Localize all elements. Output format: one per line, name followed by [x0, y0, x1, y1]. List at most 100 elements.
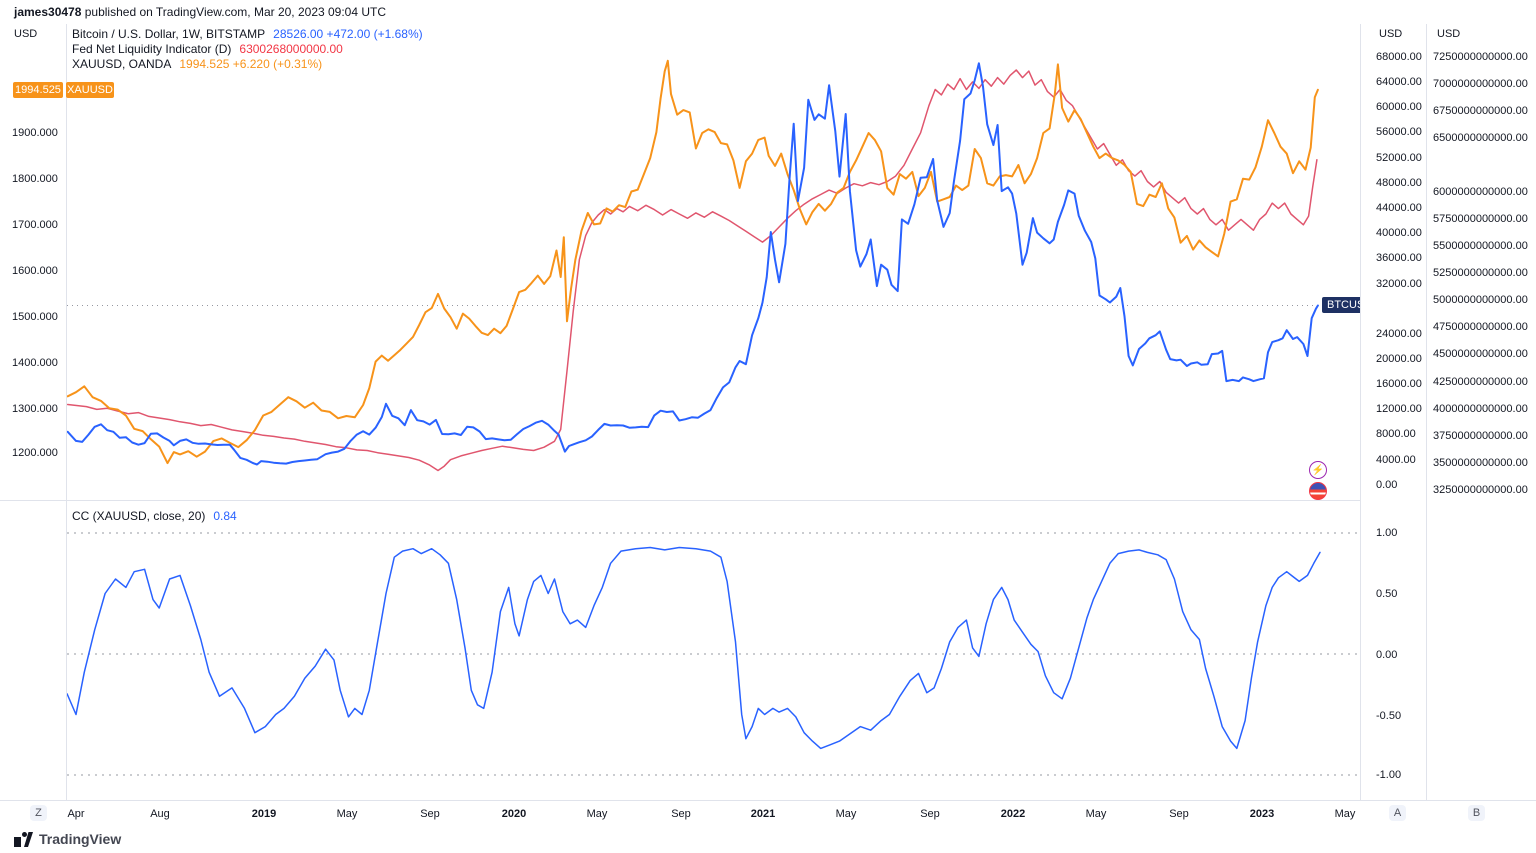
- legend-title-xauusd: XAUUSD, OANDA: [72, 57, 172, 71]
- tick-label: 1400.000: [12, 357, 58, 369]
- publish-header: james30478 published on TradingView.com,…: [0, 0, 1536, 24]
- footer: TradingView: [0, 826, 1536, 853]
- xau-symbol-badge: XAUUSD: [66, 82, 114, 98]
- tick-label: 2019: [251, 808, 277, 820]
- tick-label: 6750000000000.00: [1433, 105, 1528, 117]
- tick-label: 2020: [501, 808, 527, 820]
- left-price-scale[interactable]: USD 1900.000 1800.000 1700.000 1600.000 1500…: [0, 24, 67, 800]
- tick-label: 20000.00: [1376, 353, 1422, 365]
- tick-label: 6000000000000.00: [1433, 186, 1528, 198]
- tick-label: 1.00: [1376, 527, 1398, 539]
- tick-label: Sep: [920, 808, 940, 820]
- cc-indicator-legend[interactable]: CC (XAUUSD, close, 20) 0.84: [72, 509, 237, 524]
- tick-label: Sep: [1169, 808, 1189, 820]
- tick-label: 32000.00: [1376, 278, 1422, 290]
- tick-label: 1200.000: [12, 447, 58, 459]
- btc-scale-currency: USD: [1379, 28, 1403, 40]
- tick-label: 4750000000000.00: [1433, 321, 1528, 333]
- tick-label: 2021: [750, 808, 776, 820]
- xau-price-badge: 1994.525: [13, 82, 63, 98]
- tick-label: 44000.00: [1376, 202, 1422, 214]
- tick-label: 4000.00: [1376, 454, 1416, 466]
- tick-label: 1900.000: [12, 127, 58, 139]
- tick-label: 12000.00: [1376, 403, 1422, 415]
- tick-label: 60000.00: [1376, 101, 1422, 113]
- series-BTCUSD: [67, 62, 1319, 466]
- tick-label: 1500.000: [12, 311, 58, 323]
- cc-panel-svg: [67, 532, 1360, 776]
- tick-label: 0.50: [1376, 588, 1398, 600]
- tick-label: 0.00: [1376, 649, 1398, 661]
- tradingview-logo-icon: [14, 831, 33, 847]
- series-CC: [67, 546, 1321, 750]
- series-XAUUSD: [67, 59, 1319, 465]
- legend-title-fed: Fed Net Liquidity Indicator (D): [72, 42, 232, 56]
- publisher-username: james30478: [14, 5, 82, 19]
- left-scale-ticks: 1900.000 1800.000 1700.000 1600.000 1500.000…: [0, 24, 66, 800]
- tick-label: May: [1334, 808, 1356, 820]
- tick-label: 36000.00: [1376, 252, 1422, 264]
- tick-label: 24000.00: [1376, 328, 1422, 340]
- tick-label: 5500000000000.00: [1433, 240, 1528, 252]
- tick-label: 48000.00: [1376, 177, 1422, 189]
- cc-legend-title: CC (XAUUSD, close, 20): [72, 509, 206, 523]
- scale-a-button[interactable]: A: [1389, 805, 1406, 821]
- tick-label: -1.00: [1376, 769, 1402, 781]
- tick-label: 2022: [1000, 808, 1026, 820]
- panel-separator[interactable]: [0, 500, 1536, 501]
- tick-label: Sep: [671, 808, 691, 820]
- chart-plot-area[interactable]: [67, 24, 1360, 800]
- series-FED_NET_LIQUIDITY: [67, 69, 1318, 472]
- tick-label: 40000.00: [1376, 227, 1422, 239]
- tick-label: May: [1085, 808, 1107, 820]
- legend-value-xauusd: 1994.525 +6.220 (+0.31%): [179, 57, 323, 71]
- main-panel-svg: [67, 59, 1360, 472]
- legend-title-btcusd: Bitcoin / U.S. Dollar, 1W, BITSTAMP: [72, 27, 266, 41]
- btc-price-scale[interactable]: USD 68000.00 64000.00 60000.00 56000.00 5200…: [1360, 24, 1427, 800]
- tick-label: 56000.00: [1376, 126, 1422, 138]
- tick-label: 7250000000000.00: [1433, 51, 1528, 63]
- tick-label: Sep: [420, 808, 440, 820]
- legend-row-fed[interactable]: Fed Net Liquidity Indicator (D) 630026800…: [72, 42, 423, 57]
- brand-name: TradingView: [39, 831, 122, 847]
- tick-label: 64000.00: [1376, 76, 1422, 88]
- timezone-button[interactable]: Z: [30, 805, 47, 821]
- tick-label: 8000.00: [1376, 428, 1416, 440]
- tick-label: 4000000000000.00: [1433, 403, 1528, 415]
- flag-icon[interactable]: [1309, 482, 1327, 500]
- tick-label: 5000000000000.00: [1433, 294, 1528, 306]
- time-axis-labels: Apr Aug 2019 May Sep 2020 May Sep 2021 May Sep 2022…: [0, 801, 1536, 826]
- legend-value-btcusd: 28526.00 +472.00 (+1.68%): [273, 27, 423, 41]
- tick-label: 3500000000000.00: [1433, 457, 1528, 469]
- scale-b-button[interactable]: B: [1468, 805, 1485, 821]
- time-axis[interactable]: Z Apr Aug 2019 May Sep 2020 May Sep 2021 May Sep 20…: [0, 800, 1536, 826]
- tick-label: -0.50: [1376, 710, 1402, 722]
- tick-label: 52000.00: [1376, 152, 1422, 164]
- tick-label: 3250000000000.00: [1433, 484, 1528, 496]
- lightning-icon[interactable]: ⚡: [1309, 461, 1327, 479]
- main-legend: Bitcoin / U.S. Dollar, 1W, BITSTAMP 28526…: [72, 27, 423, 72]
- tick-label: 0.00: [1376, 479, 1398, 491]
- tick-label: 4250000000000.00: [1433, 376, 1528, 388]
- tick-label: 7000000000000.00: [1433, 78, 1528, 90]
- tick-label: 6500000000000.00: [1433, 132, 1528, 144]
- tick-label: 68000.00: [1376, 51, 1422, 63]
- tradingview-logo[interactable]: TradingView: [14, 831, 121, 847]
- tick-label: May: [586, 808, 608, 820]
- legend-row-btcusd[interactable]: Bitcoin / U.S. Dollar, 1W, BITSTAMP 28526…: [72, 27, 423, 42]
- tick-label: 5250000000000.00: [1433, 267, 1528, 279]
- btc-scale-ticks: 68000.00 64000.00 60000.00 56000.00 52000.00…: [1361, 24, 1426, 800]
- tick-label: 1300.000: [12, 403, 58, 415]
- tick-label: 3750000000000.00: [1433, 430, 1528, 442]
- tick-label: Apr: [67, 808, 85, 820]
- fed-scale-ticks: 7250000000000.00 7000000000000.00 67500000…: [1427, 24, 1536, 800]
- fed-price-scale[interactable]: USD 7250000000000.00 7000000000000.00 6750…: [1427, 24, 1536, 800]
- fed-scale-currency: USD: [1437, 28, 1461, 40]
- cc-legend-value: 0.84: [213, 509, 237, 523]
- tick-label: 5750000000000.00: [1433, 213, 1528, 225]
- left-scale-currency: USD: [14, 28, 38, 40]
- legend-value-fed: 6300268000000.00: [239, 42, 343, 56]
- publish-info: published on TradingView.com, Mar 20, 20…: [81, 5, 387, 19]
- tick-label: 1800.000: [12, 173, 58, 185]
- legend-row-xauusd[interactable]: XAUUSD, OANDA 1994.525 +6.220 (+0.31%): [72, 57, 423, 72]
